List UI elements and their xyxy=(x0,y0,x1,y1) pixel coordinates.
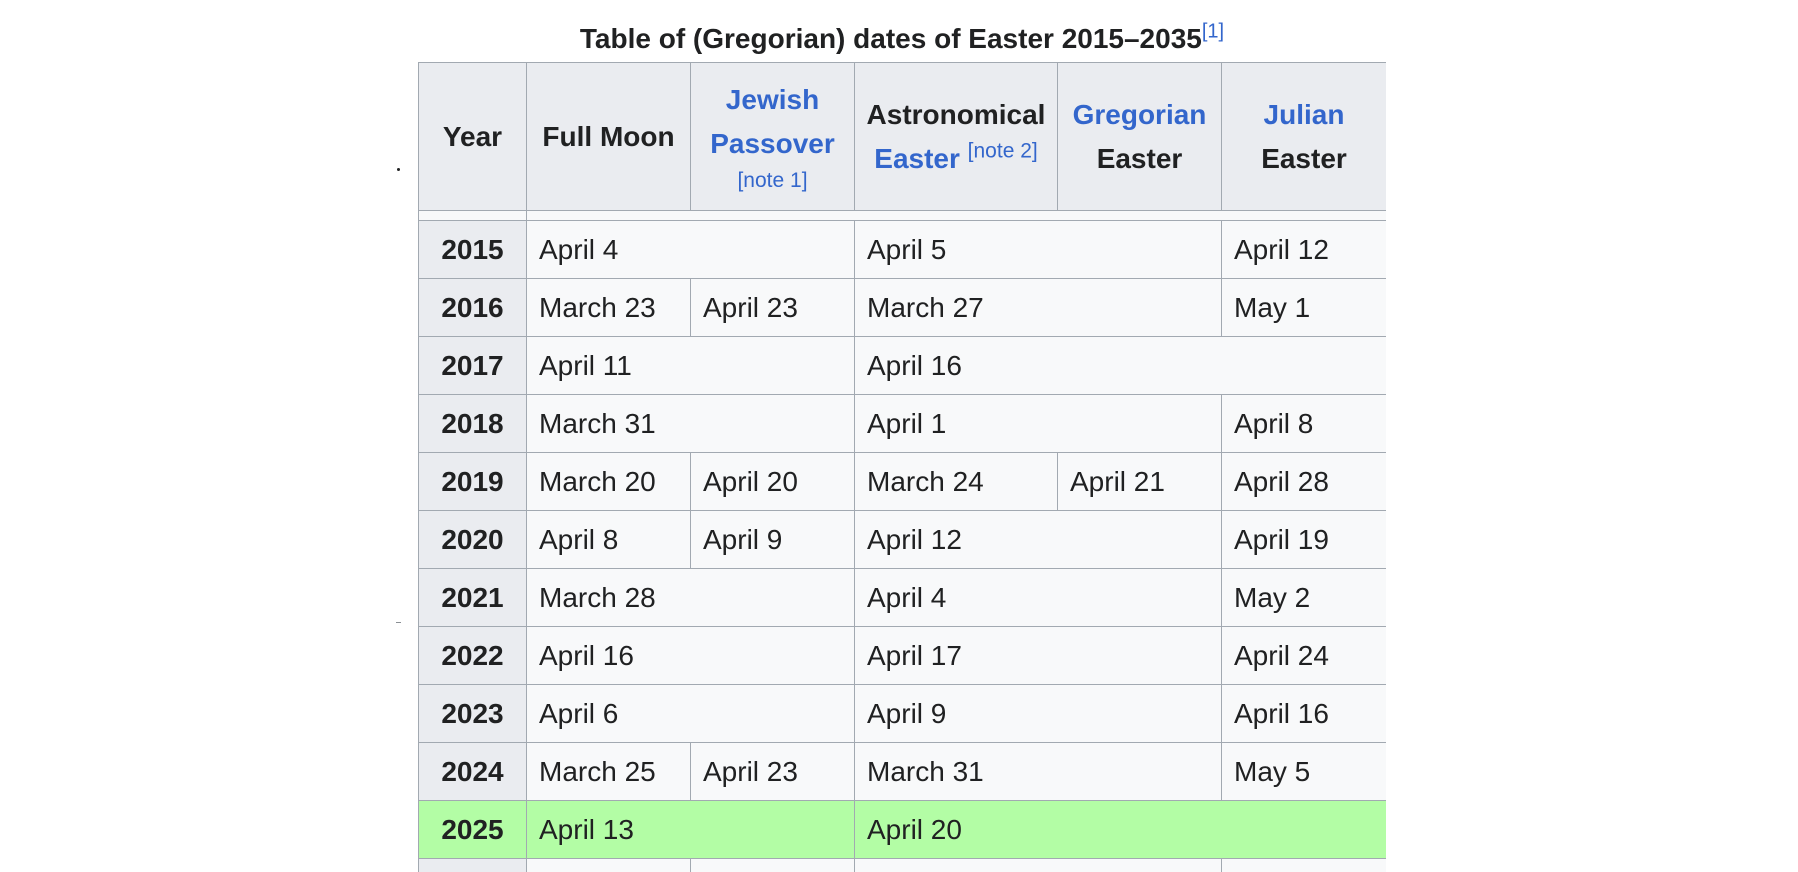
table-row-2021: 2021 March 28 April 4 May 2 xyxy=(418,568,1386,627)
passover-cell: April 23 xyxy=(690,742,855,801)
table-row-2020: 2020 April 8 April 9 April 12 April 19 xyxy=(418,510,1386,569)
spacer-cell xyxy=(418,210,527,221)
year-cell: 2023 xyxy=(418,684,527,743)
table-row-2015: 2015 April 4 April 5 April 12 xyxy=(418,220,1386,279)
year-cell: 2016 xyxy=(418,278,527,337)
table-row-2018: 2018 March 31 April 1 April 8 xyxy=(418,394,1386,453)
easter-dates-table: Year Full Moon Jewish Passover [note 1] A… xyxy=(418,62,1386,872)
caption-title: Table of (Gregorian) dates of Easter 201… xyxy=(579,23,1202,54)
astronomical-gregorian-easter-cell: March 27 xyxy=(854,278,1222,337)
full-moon-passover-cell: April 13 xyxy=(526,800,855,859)
table-viewport: Year Full Moon Jewish Passover [note 1] A… xyxy=(418,62,1386,872)
all-easter-cell: April 20 xyxy=(854,800,1386,859)
spacer-row xyxy=(418,210,1386,221)
year-cell: 2015 xyxy=(418,220,527,279)
full-moon-passover-cell: April 16 xyxy=(526,626,855,685)
year-cell: 2024 xyxy=(418,742,527,801)
full-moon-passover-cell: March 28 xyxy=(526,568,855,627)
easter-link[interactable]: Easter xyxy=(874,142,960,174)
passover-cell: April 20 xyxy=(690,452,855,511)
table-cell xyxy=(690,858,855,872)
julian-easter-cell: April 8 xyxy=(1221,394,1386,453)
header-gregorian-easter: Gregorian Easter xyxy=(1057,62,1222,211)
julian-easter-cell: April 24 xyxy=(1221,626,1386,685)
full-moon-cell: March 25 xyxy=(526,742,691,801)
julian-easter-cell: April 19 xyxy=(1221,510,1386,569)
astronomical-gregorian-easter-cell: April 12 xyxy=(854,510,1222,569)
table-cell xyxy=(526,858,691,872)
full-moon-passover-cell: April 6 xyxy=(526,684,855,743)
table-cell xyxy=(1221,858,1386,872)
astronomical-gregorian-easter-cell: April 4 xyxy=(854,568,1222,627)
all-easter-cell: April 16 xyxy=(854,336,1386,395)
full-moon-cell: April 8 xyxy=(526,510,691,569)
julian-link[interactable]: Julian xyxy=(1263,98,1345,130)
gregorian-link[interactable]: Gregorian xyxy=(1072,98,1207,130)
table-row-partial xyxy=(418,858,1386,872)
astronomical-gregorian-easter-cell: April 5 xyxy=(854,220,1222,279)
julian-easter-cell: May 1 xyxy=(1221,278,1386,337)
year-cell: 2021 xyxy=(418,568,527,627)
astronomical-gregorian-easter-cell: April 9 xyxy=(854,684,1222,743)
table-row-2017: 2017 April 11 April 16 xyxy=(418,336,1386,395)
jewish-passover-link[interactable]: Jewish Passover xyxy=(710,83,835,159)
year-cell: 2018 xyxy=(418,394,527,453)
caption-reference-link[interactable]: [1] xyxy=(1201,20,1225,43)
astronomical-easter-cell: March 24 xyxy=(854,452,1058,511)
stray-mark xyxy=(396,622,401,623)
year-cell: 2020 xyxy=(418,510,527,569)
note-2-link[interactable]: [note 2] xyxy=(967,139,1038,163)
gregorian-easter-cell: April 21 xyxy=(1057,452,1222,511)
header-jewish-passover: Jewish Passover [note 1] xyxy=(690,62,855,211)
note-1-link[interactable]: [note 1] xyxy=(737,168,808,192)
header-julian-easter: Julian Easter xyxy=(1221,62,1386,211)
header-year: Year xyxy=(418,62,527,211)
table-cell xyxy=(854,858,1222,872)
table-caption: Table of (Gregorian) dates of Easter 201… xyxy=(418,16,1386,62)
table-row-2016: 2016 March 23 April 23 March 27 May 1 xyxy=(418,278,1386,337)
julian-easter-label: Easter xyxy=(1261,142,1347,174)
full-moon-cell: March 23 xyxy=(526,278,691,337)
julian-easter-cell: April 12 xyxy=(1221,220,1386,279)
year-cell xyxy=(418,858,527,872)
julian-easter-cell: May 2 xyxy=(1221,568,1386,627)
table-row-2019: 2019 March 20 April 20 March 24 April 21… xyxy=(418,452,1386,511)
header-row: Year Full Moon Jewish Passover [note 1] A… xyxy=(418,62,1386,211)
year-cell: 2025 xyxy=(418,800,527,859)
passover-cell: April 23 xyxy=(690,278,855,337)
easter-dates-table-container: Table of (Gregorian) dates of Easter 201… xyxy=(418,16,1386,872)
full-moon-cell: March 20 xyxy=(526,452,691,511)
header-full-moon: Full Moon xyxy=(526,62,691,211)
julian-easter-cell: April 28 xyxy=(1221,452,1386,511)
astronomical-gregorian-easter-cell: April 17 xyxy=(854,626,1222,685)
astronomical-label: Astronomical xyxy=(866,98,1046,130)
spacer-cell xyxy=(526,210,1386,221)
astronomical-gregorian-easter-cell: April 1 xyxy=(854,394,1222,453)
header-astronomical-easter: Astronomical Easter [note 2] xyxy=(854,62,1058,211)
passover-cell: April 9 xyxy=(690,510,855,569)
full-moon-passover-cell: April 4 xyxy=(526,220,855,279)
stray-mark xyxy=(397,168,400,171)
julian-easter-cell: May 5 xyxy=(1221,742,1386,801)
table-row-2023: 2023 April 6 April 9 April 16 xyxy=(418,684,1386,743)
year-cell: 2019 xyxy=(418,452,527,511)
table-row-2024: 2024 March 25 April 23 March 31 May 5 xyxy=(418,742,1386,801)
astronomical-gregorian-easter-cell: March 31 xyxy=(854,742,1222,801)
table-row-2025-current-year: 2025 April 13 April 20 xyxy=(418,800,1386,859)
year-cell: 2017 xyxy=(418,336,527,395)
gregorian-easter-label: Easter xyxy=(1096,142,1183,174)
full-moon-passover-cell: April 11 xyxy=(526,336,855,395)
year-cell: 2022 xyxy=(418,626,527,685)
table-row-2022: 2022 April 16 April 17 April 24 xyxy=(418,626,1386,685)
julian-easter-cell: April 16 xyxy=(1221,684,1386,743)
full-moon-passover-cell: March 31 xyxy=(526,394,855,453)
